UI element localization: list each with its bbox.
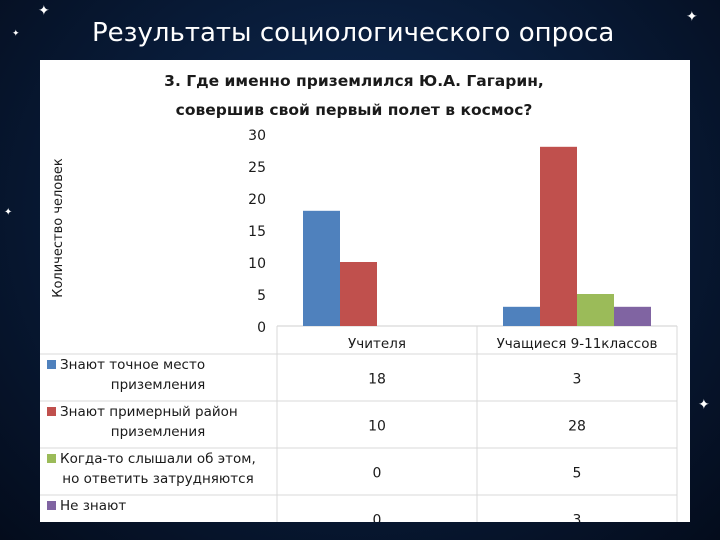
legend-label: но ответить затрудняются xyxy=(62,471,253,487)
x-tick-label: Учителя xyxy=(348,336,406,352)
data-value-label: 3 xyxy=(573,372,582,388)
slide-title: Результаты социологического опроса xyxy=(92,18,615,48)
star-icon: ✦ xyxy=(38,3,50,19)
chart-panel: 3. Где именно приземлился Ю.А. Гагарин, … xyxy=(40,60,690,522)
star-icon: ✦ xyxy=(12,29,20,39)
y-tick-label: 5 xyxy=(257,288,266,304)
chart-title-line-2: совершив свой первый полет в космос? xyxy=(176,101,533,119)
bar-chart: 3. Где именно приземлился Ю.А. Гагарин, … xyxy=(40,72,678,523)
legend-label: приземления xyxy=(111,377,206,393)
bar xyxy=(340,262,377,326)
bar xyxy=(614,306,651,326)
y-tick-label: 20 xyxy=(248,192,266,208)
data-value-label: 3 xyxy=(573,513,582,523)
bar xyxy=(303,210,340,326)
bar xyxy=(540,146,577,326)
data-value-label: 5 xyxy=(573,466,582,482)
y-tick-label: 15 xyxy=(248,224,266,240)
data-value-label: 18 xyxy=(368,372,386,388)
legend-label: приземления xyxy=(111,424,206,440)
data-value-label: 0 xyxy=(373,466,382,482)
data-value-label: 0 xyxy=(373,513,382,523)
star-icon: ✦ xyxy=(4,207,13,218)
y-tick-label: 0 xyxy=(257,320,266,336)
y-tick-label: 30 xyxy=(248,128,266,144)
bar xyxy=(577,294,614,326)
y-axis-label: Количество человек xyxy=(51,158,66,298)
legend-swatch xyxy=(47,501,56,510)
legend-label: Знают точное место xyxy=(60,357,205,373)
chart-title-line-1: 3. Где именно приземлился Ю.А. Гагарин, xyxy=(164,72,544,90)
star-icon: ✦ xyxy=(686,9,698,25)
data-value-label: 10 xyxy=(368,419,386,435)
y-tick-label: 10 xyxy=(248,256,266,272)
y-tick-label: 25 xyxy=(248,160,266,176)
legend-label: Когда-то слышали об этом, xyxy=(60,451,256,467)
data-value-label: 28 xyxy=(568,419,586,435)
bar xyxy=(503,306,540,326)
legend-swatch xyxy=(47,407,56,416)
star-icon: ✦ xyxy=(698,397,710,413)
legend-label: Не знают xyxy=(60,498,126,514)
legend-swatch xyxy=(47,360,56,369)
x-tick-label: Учащиеся 9-11классов xyxy=(497,336,658,352)
legend-label: Знают примерный район xyxy=(60,404,238,420)
legend-swatch xyxy=(47,454,56,463)
